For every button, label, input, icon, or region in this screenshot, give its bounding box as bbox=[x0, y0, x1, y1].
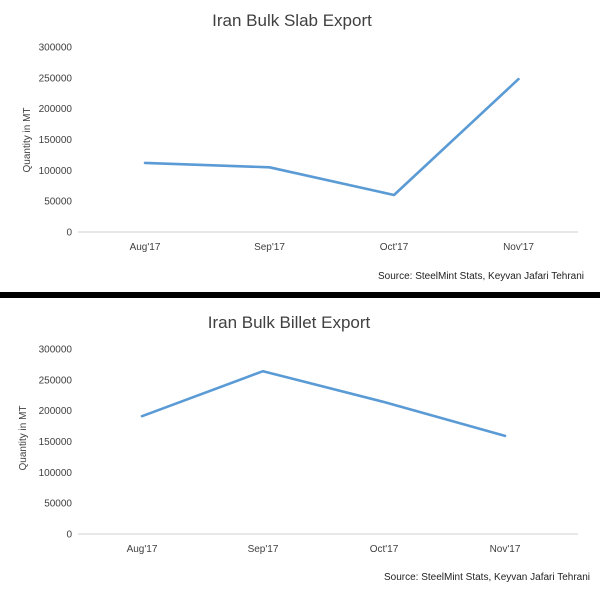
y-tick-label: 150000 bbox=[39, 135, 73, 146]
y-tick-label: 250000 bbox=[39, 375, 73, 386]
x-tick-label: Oct'17 bbox=[370, 544, 399, 555]
chart-title: Iran Bulk Slab Export bbox=[212, 11, 372, 30]
panel-divider bbox=[0, 292, 600, 298]
y-tick-labels: 0 50000 100000 150000 200000 250000 300000 bbox=[39, 43, 73, 239]
series-group bbox=[143, 77, 520, 197]
x-tick-label: Aug'17 bbox=[127, 544, 158, 555]
y-tick-label: 100000 bbox=[39, 166, 73, 177]
x-tick-label: Sep'17 bbox=[254, 242, 285, 253]
y-tick-label: 150000 bbox=[39, 437, 73, 448]
y-tick-label: 100000 bbox=[39, 468, 73, 479]
source-note: Source: SteelMint Stats, Keyvan Jafari T… bbox=[378, 271, 584, 282]
x-tick-labels: Aug'17 Sep'17 Oct'17 Nov'17 bbox=[130, 242, 535, 253]
billet-export-chart: Iran Bulk Billet Export Quantity in MT 0… bbox=[18, 313, 590, 583]
y-tick-label: 200000 bbox=[39, 104, 73, 115]
series-line bbox=[140, 369, 507, 438]
y-tick-label: 300000 bbox=[39, 345, 73, 356]
x-tick-label: Aug'17 bbox=[130, 242, 161, 253]
y-tick-label: 0 bbox=[66, 530, 72, 541]
slab-export-chart-panel: Iran Bulk Slab Export Quantity in MT 0 50… bbox=[0, 0, 600, 292]
x-tick-label: Nov'17 bbox=[503, 242, 534, 253]
series-group bbox=[140, 369, 507, 438]
y-tick-label: 300000 bbox=[39, 43, 73, 54]
y-tick-label: 0 bbox=[66, 228, 72, 239]
x-tick-label: Sep'17 bbox=[248, 544, 279, 555]
y-tick-label: 250000 bbox=[39, 73, 73, 84]
series-line bbox=[143, 77, 520, 197]
y-axis-label: Quantity in MT bbox=[18, 405, 29, 470]
y-axis-label: Quantity in MT bbox=[22, 107, 33, 172]
source-note: Source: SteelMint Stats, Keyvan Jafari T… bbox=[384, 572, 590, 583]
y-tick-label: 200000 bbox=[39, 406, 73, 417]
x-tick-label: Nov'17 bbox=[490, 544, 521, 555]
x-tick-labels: Aug'17 Sep'17 Oct'17 Nov'17 bbox=[127, 544, 521, 555]
slab-export-chart: Iran Bulk Slab Export Quantity in MT 0 50… bbox=[22, 11, 584, 282]
x-tick-label: Oct'17 bbox=[380, 242, 409, 253]
billet-export-chart-panel: Iran Bulk Billet Export Quantity in MT 0… bbox=[0, 298, 600, 614]
y-tick-label: 50000 bbox=[44, 197, 72, 208]
chart-title: Iran Bulk Billet Export bbox=[208, 313, 371, 332]
y-tick-label: 50000 bbox=[44, 499, 72, 510]
y-tick-labels: 0 50000 100000 150000 200000 250000 300000 bbox=[39, 345, 73, 541]
